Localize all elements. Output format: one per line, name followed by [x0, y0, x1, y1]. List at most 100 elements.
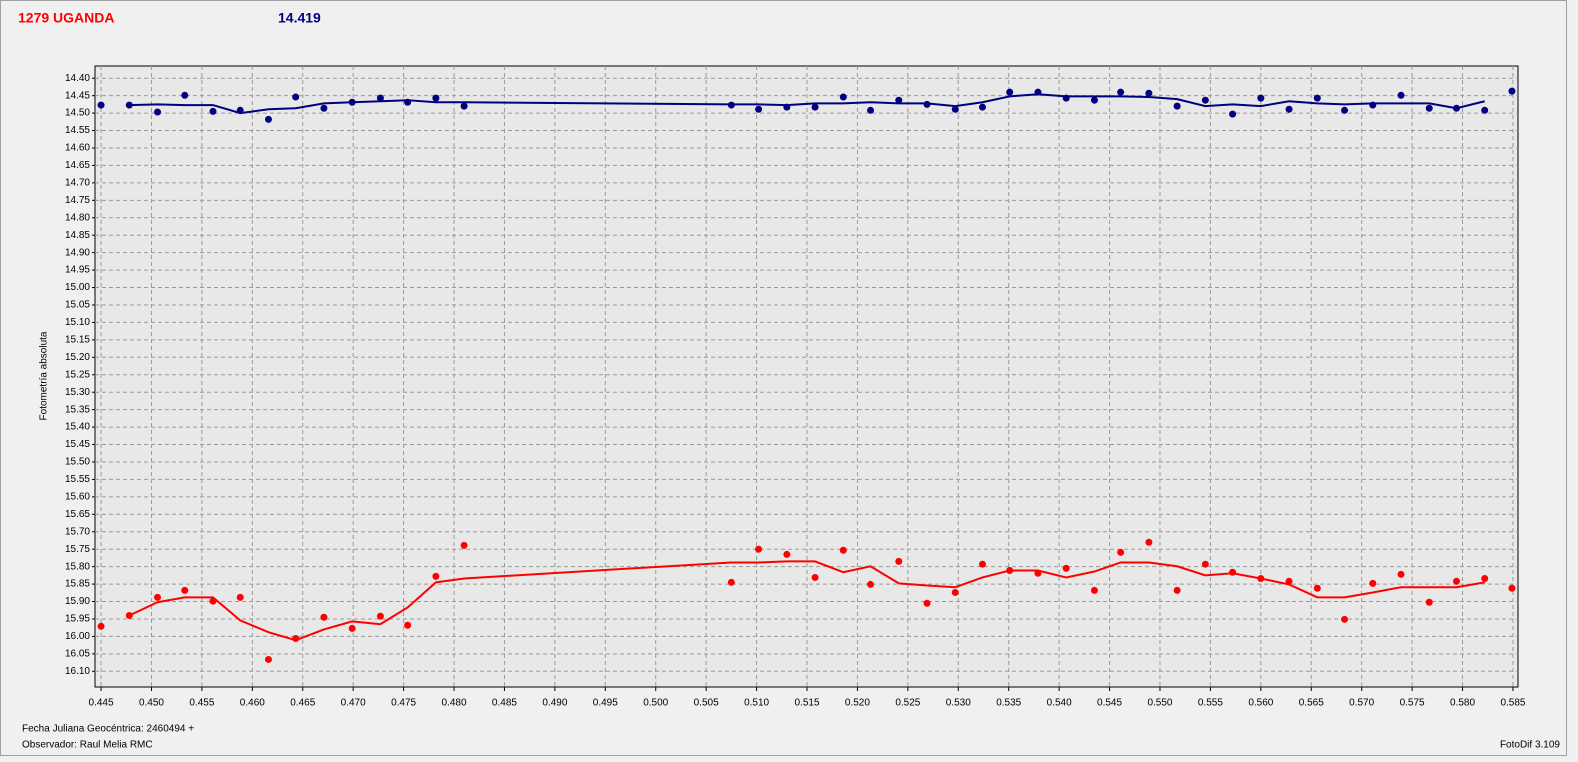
y-tick-label: 14.65 [65, 160, 90, 171]
data-point [236, 106, 244, 114]
x-tick-label: 0.530 [946, 698, 971, 709]
data-point [783, 550, 791, 558]
y-tick-label: 15.90 [65, 596, 90, 607]
data-point [154, 108, 162, 116]
x-tick-label: 0.515 [794, 698, 819, 709]
y-tick-label: 15.80 [65, 561, 90, 572]
y-tick-label: 16.00 [65, 631, 90, 642]
data-point [404, 621, 412, 629]
data-point [895, 96, 903, 104]
x-tick-label: 0.495 [593, 698, 618, 709]
data-point [727, 101, 735, 109]
data-point [1397, 570, 1405, 578]
x-tick-label: 0.475 [391, 698, 416, 709]
data-point [264, 655, 272, 663]
data-point [376, 612, 384, 620]
data-point [404, 98, 412, 106]
data-point [1257, 574, 1265, 582]
data-point [1062, 564, 1070, 572]
data-point [97, 622, 105, 630]
data-point [264, 115, 272, 123]
data-point [783, 103, 791, 111]
data-point [1145, 89, 1153, 97]
y-tick-label: 14.70 [65, 178, 90, 189]
data-point [1313, 584, 1321, 592]
x-tick-label: 0.535 [996, 698, 1021, 709]
data-point [181, 586, 189, 594]
data-point [209, 597, 217, 605]
data-point [1034, 88, 1042, 96]
data-point [236, 593, 244, 601]
data-point [1481, 574, 1489, 582]
x-tick-label: 0.500 [643, 698, 668, 709]
data-point [867, 106, 875, 114]
data-point [348, 624, 356, 632]
data-point [181, 91, 189, 99]
data-point [1173, 586, 1181, 594]
data-point [460, 541, 468, 549]
data-point [1257, 94, 1265, 102]
x-tick-label: 0.550 [1147, 698, 1172, 709]
data-point [97, 101, 105, 109]
y-tick-label: 15.40 [65, 422, 90, 433]
data-point [1341, 615, 1349, 623]
data-point [209, 107, 217, 115]
data-point [978, 560, 986, 568]
y-tick-label: 14.55 [65, 125, 90, 136]
x-tick-label: 0.560 [1248, 698, 1273, 709]
data-point [1508, 87, 1516, 95]
x-tick-label: 0.490 [542, 698, 567, 709]
y-tick-label: 15.25 [65, 369, 90, 380]
x-tick-label: 0.480 [442, 698, 467, 709]
data-point [923, 599, 931, 607]
data-point [1425, 104, 1433, 112]
x-axis-label: Fecha Juliana Geocéntrica: 2460494 + [22, 724, 194, 735]
observer: Observador: Raul Melia RMC [22, 740, 153, 751]
y-tick-label: 15.50 [65, 457, 90, 468]
data-point [1285, 105, 1293, 113]
data-point [811, 573, 819, 581]
y-tick-label: 15.95 [65, 614, 90, 625]
data-point [460, 102, 468, 110]
data-point [432, 94, 440, 102]
x-tick-label: 0.555 [1198, 698, 1223, 709]
data-point [125, 611, 133, 619]
y-tick-label: 15.85 [65, 579, 90, 590]
data-point [1117, 548, 1125, 556]
data-point [755, 545, 763, 553]
y-tick-label: 15.05 [65, 300, 90, 311]
y-tick-label: 16.10 [65, 666, 90, 677]
x-tick-label: 0.570 [1349, 698, 1374, 709]
data-point [1397, 91, 1405, 99]
data-point [839, 93, 847, 101]
y-tick-label: 15.35 [65, 404, 90, 415]
data-point [376, 94, 384, 102]
y-tick-label: 15.65 [65, 509, 90, 520]
data-point [1006, 566, 1014, 574]
y-tick-label: 15.10 [65, 317, 90, 328]
data-point [1452, 577, 1460, 585]
data-point [811, 103, 819, 111]
data-point [1452, 104, 1460, 112]
data-point [348, 98, 356, 106]
data-point [1369, 579, 1377, 587]
data-point [1481, 106, 1489, 114]
y-tick-label: 15.55 [65, 474, 90, 485]
y-tick-label: 14.60 [65, 143, 90, 154]
y-tick-label: 15.75 [65, 544, 90, 555]
chart-title: 1279 UGANDA [18, 10, 114, 26]
data-point [1090, 96, 1098, 104]
data-point [154, 593, 162, 601]
y-tick-label: 16.05 [65, 648, 90, 659]
software-version: FotoDif 3.109 [1500, 740, 1560, 751]
data-point [951, 588, 959, 596]
data-point [1201, 96, 1209, 104]
x-tick-label: 0.510 [744, 698, 769, 709]
data-point [1508, 584, 1516, 592]
y-tick-label: 14.80 [65, 212, 90, 223]
x-tick-label: 0.460 [240, 698, 265, 709]
y-tick-label: 14.95 [65, 265, 90, 276]
data-point [320, 104, 328, 112]
data-point [755, 105, 763, 113]
data-point [1006, 88, 1014, 96]
